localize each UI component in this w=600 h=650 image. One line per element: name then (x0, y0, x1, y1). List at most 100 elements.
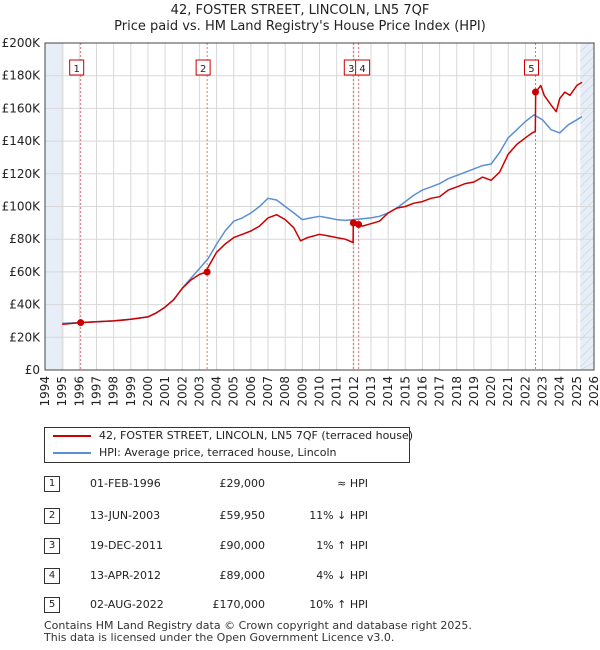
legend: 42, FOSTER STREET, LINCOLN, LN5 7QF (ter… (44, 427, 413, 463)
sale-date: 19-DEC-2011 (90, 539, 164, 552)
x-tick-label: 2017 (433, 376, 447, 407)
sale-label-number: 1 (73, 64, 79, 75)
x-tick-label: 2004 (210, 376, 224, 407)
hatch-line (580, 56, 595, 71)
sale-point (203, 268, 211, 276)
sale-label-box: 4 (355, 59, 371, 76)
price-chart: £0 £20K £40K £60K £80K £100K £120K £140K £160K £1… (2, 36, 600, 407)
table-row: 4 13-APR-2012 £89,000 4% ↓ HPI (0, 568, 600, 588)
x-tick-label: 1995 (55, 376, 69, 407)
sale-label-frame (355, 59, 371, 76)
y-tick-label: £80K (9, 232, 41, 246)
x-tick-label: 2003 (192, 376, 206, 407)
sale-label-number: 4 (359, 64, 365, 75)
x-tick-label: 2019 (467, 376, 481, 407)
hatch-line (580, 65, 595, 80)
hatch-line (580, 128, 595, 143)
x-tick-label: 2008 (278, 376, 292, 407)
sale-label-frame (195, 59, 211, 76)
sale-label-number: 5 (528, 64, 534, 75)
table-row: 3 19-DEC-2011 £90,000 1% ↑ HPI (0, 538, 600, 558)
hatch-line (580, 110, 595, 125)
sale-hpi-comparison: ≈ HPI (337, 477, 368, 490)
sale-point (349, 219, 357, 227)
y-tick-label: £160K (2, 101, 42, 115)
hatch-line (580, 92, 595, 107)
hatch-line (580, 119, 595, 134)
x-tick-label: 1997 (89, 376, 103, 407)
sale-hpi-comparison: 1% ↑ HPI (316, 539, 368, 552)
hatch-line (580, 344, 595, 359)
hatch-line (580, 308, 595, 323)
x-tick-label: 1996 (72, 376, 86, 407)
hatch-line (580, 83, 595, 98)
hatch-line (580, 236, 595, 251)
sale-point (77, 319, 85, 327)
sale-point (531, 88, 539, 96)
x-tick-label: 2007 (261, 376, 275, 407)
x-tick-label: 2021 (501, 376, 515, 407)
hatch-line (580, 182, 595, 197)
sale-number-box: 4 (44, 568, 60, 584)
sale-date: 13-JUN-2003 (90, 509, 161, 522)
hatch-line (580, 353, 595, 368)
x-tick-label: 2014 (381, 376, 395, 407)
sale-price: £89,000 (219, 569, 266, 582)
y-tick-label: £180K (2, 69, 42, 83)
hatch-line (580, 191, 595, 206)
sale-price: £59,950 (219, 509, 266, 522)
sale-number-box: 1 (44, 476, 60, 492)
x-tick-label: 2001 (158, 376, 172, 407)
legend-swatch-property (53, 435, 91, 437)
x-tick-label: 2005 (227, 376, 241, 407)
hatch-line (580, 209, 595, 224)
y-tick-label: £20K (9, 330, 41, 344)
sale-label-frame (69, 59, 85, 76)
sale-hpi-comparison: 10% ↑ HPI (309, 598, 368, 611)
x-tick-label: 2016 (415, 376, 429, 407)
legend-label-hpi: HPI: Average price, terraced house, Linc… (99, 446, 337, 459)
footer-license: This data is licensed under the Open Gov… (44, 631, 395, 644)
hatch-line (580, 245, 595, 260)
sale-date: 02-AUG-2022 (90, 598, 164, 611)
sale-hpi-comparison: 11% ↓ HPI (309, 509, 368, 522)
hatch-line (580, 362, 595, 371)
x-tick-label: 2012 (347, 376, 361, 407)
sale-label-number: 2 (200, 64, 206, 75)
hatch-line (580, 290, 595, 305)
sale-label-frame (523, 59, 539, 76)
x-tick-label: 1998 (107, 376, 121, 407)
x-tick-label: 2013 (364, 376, 378, 407)
sale-number-box: 2 (44, 508, 60, 524)
sale-price: £90,000 (219, 539, 266, 552)
sale-label-box: 1 (69, 59, 85, 76)
x-tick-label: 2015 (398, 376, 412, 407)
hatch-line (580, 218, 595, 233)
sale-date: 01-FEB-1996 (90, 477, 161, 490)
sale-number-box: 5 (44, 597, 60, 613)
x-tick-label: 1994 (38, 376, 52, 407)
x-tick-label: 2023 (536, 376, 550, 407)
table-row: 1 01-FEB-1996 £29,000 ≈ HPI (0, 476, 600, 496)
sale-label-box: 2 (195, 59, 211, 76)
hatch-line (580, 173, 595, 188)
chart-title: 42, FOSTER STREET, LINCOLN, LN5 7QF (170, 3, 430, 18)
hatch-line (580, 263, 595, 278)
y-tick-label: £200K (2, 36, 42, 50)
hatch-line (580, 42, 590, 53)
sale-point (355, 220, 363, 228)
x-tick-label: 2010 (313, 376, 327, 407)
table-row: 5 02-AUG-2022 £170,000 10% ↑ HPI (0, 597, 600, 617)
legend-swatch-hpi (53, 452, 91, 454)
hatch-line (580, 74, 595, 89)
sale-price: £170,000 (212, 598, 266, 611)
x-tick-label: 2025 (570, 376, 584, 407)
y-tick-label: £100K (2, 200, 42, 214)
hatch-line (580, 164, 595, 179)
sale-label-box: 5 (523, 59, 539, 76)
sale-hpi-comparison: 4% ↓ HPI (316, 569, 368, 582)
hatch-line (580, 47, 595, 62)
footer: Contains HM Land Registry data © Crown c… (44, 620, 472, 644)
hatch-line (580, 281, 595, 296)
y-tick-label: £60K (9, 265, 41, 279)
